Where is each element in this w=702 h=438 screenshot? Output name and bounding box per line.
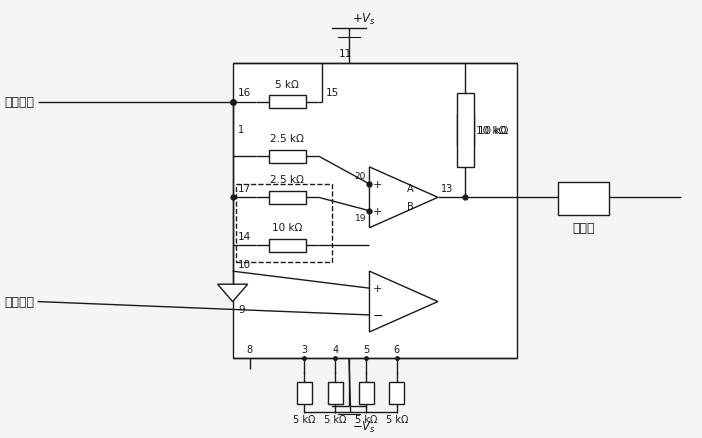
Bar (297, 382, 312, 404)
Bar (269, 150, 306, 163)
Polygon shape (369, 272, 438, 332)
Bar (557, 183, 609, 215)
Bar (457, 114, 474, 147)
Bar (457, 94, 474, 168)
Text: 17: 17 (238, 184, 251, 194)
Text: −: − (373, 309, 383, 321)
Text: 10: 10 (238, 259, 251, 269)
Text: 15: 15 (325, 88, 338, 98)
Text: 11: 11 (339, 49, 352, 59)
Bar (269, 239, 306, 252)
Text: +: + (373, 283, 383, 293)
Text: 5 kΩ: 5 kΩ (293, 414, 316, 424)
Text: 19: 19 (355, 213, 366, 223)
Text: 14: 14 (238, 231, 251, 241)
Bar (328, 382, 343, 404)
Text: $-V_s$: $-V_s$ (352, 419, 376, 434)
Text: 10 kΩ: 10 kΩ (272, 223, 303, 233)
Text: 6: 6 (394, 344, 400, 354)
Bar (269, 96, 306, 109)
Text: $+V_s$: $+V_s$ (352, 11, 376, 27)
Text: 10 kΩ: 10 kΩ (477, 126, 508, 136)
Text: 4: 4 (332, 344, 338, 354)
Polygon shape (218, 285, 248, 302)
Bar (232, 64, 517, 358)
Text: +: + (373, 206, 383, 216)
Text: 13: 13 (442, 184, 453, 194)
Bar (269, 191, 306, 205)
Text: 5 kΩ: 5 kΩ (275, 80, 299, 89)
Text: 8: 8 (246, 344, 253, 354)
Text: 参考信号: 参考信号 (4, 295, 34, 308)
Text: 10 kΩ: 10 kΩ (475, 126, 506, 136)
Text: 积分器: 积分器 (572, 222, 595, 235)
Bar (236, 185, 332, 263)
Text: 待测信号: 待测信号 (4, 96, 34, 109)
Text: 3: 3 (301, 344, 307, 354)
Text: +: + (373, 180, 383, 190)
Bar (359, 382, 373, 404)
Text: 5: 5 (363, 344, 369, 354)
Text: 5 kΩ: 5 kΩ (324, 414, 347, 424)
Bar (390, 382, 404, 404)
Text: 5 kΩ: 5 kΩ (385, 414, 408, 424)
Polygon shape (369, 167, 438, 228)
Text: 16: 16 (238, 88, 251, 98)
Text: B: B (407, 202, 414, 212)
Text: 20: 20 (355, 172, 366, 181)
Text: 2.5 kΩ: 2.5 kΩ (270, 175, 304, 185)
Text: 1: 1 (238, 125, 244, 134)
Text: 2.5 kΩ: 2.5 kΩ (270, 134, 304, 144)
Text: 5 kΩ: 5 kΩ (355, 414, 377, 424)
Text: A: A (407, 184, 413, 194)
Text: 9: 9 (238, 304, 245, 314)
